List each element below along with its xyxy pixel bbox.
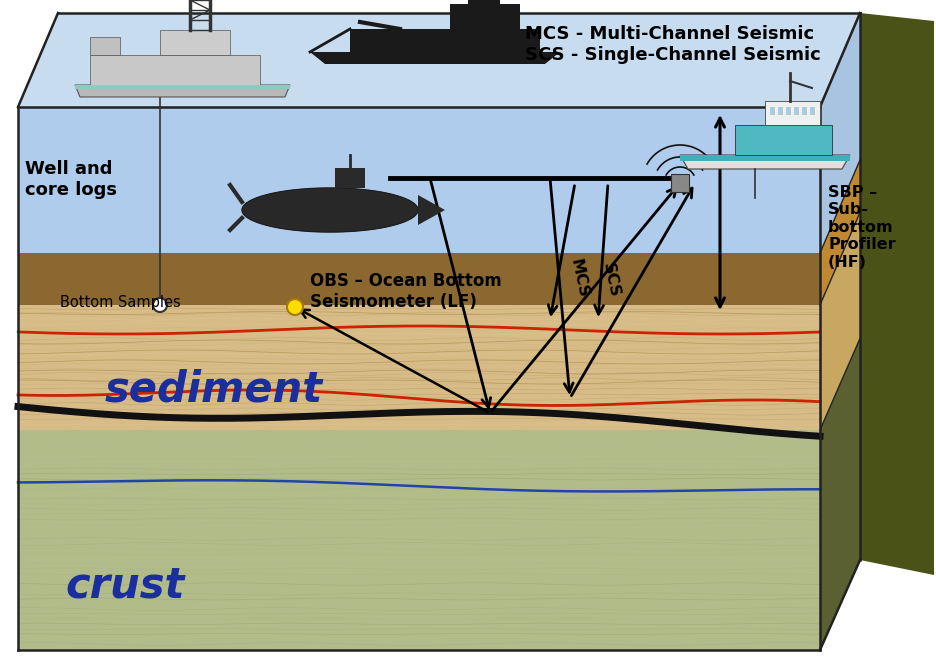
Polygon shape [802, 107, 807, 115]
Polygon shape [468, 0, 500, 4]
Text: crust: crust [65, 565, 184, 607]
Polygon shape [765, 101, 820, 125]
Polygon shape [310, 52, 560, 64]
Polygon shape [820, 13, 860, 253]
Polygon shape [860, 13, 934, 575]
Polygon shape [418, 195, 445, 225]
Polygon shape [350, 29, 540, 52]
Polygon shape [75, 85, 290, 97]
Polygon shape [18, 430, 820, 650]
Polygon shape [820, 338, 860, 650]
Polygon shape [671, 174, 689, 192]
Polygon shape [18, 107, 820, 253]
Polygon shape [450, 4, 520, 29]
Polygon shape [820, 160, 860, 305]
Polygon shape [75, 85, 290, 89]
Polygon shape [18, 253, 820, 305]
Circle shape [287, 299, 303, 315]
Text: Well and
core logs: Well and core logs [25, 160, 117, 199]
Text: OBS – Ocean Bottom
Seismometer (LF): OBS – Ocean Bottom Seismometer (LF) [310, 272, 502, 311]
Polygon shape [90, 55, 260, 85]
Polygon shape [820, 212, 860, 430]
Text: SBP –
Sub-
bottom
Profiler
(HF): SBP – Sub- bottom Profiler (HF) [828, 185, 896, 269]
Text: MCS: MCS [568, 258, 591, 299]
Polygon shape [18, 13, 860, 107]
Text: SCS: SCS [600, 262, 622, 299]
Polygon shape [160, 30, 230, 55]
Circle shape [153, 298, 167, 312]
Polygon shape [810, 107, 815, 115]
Polygon shape [680, 155, 850, 161]
Polygon shape [242, 188, 418, 232]
Text: MCS - Multi-Channel Seismic
SCS - Single-Channel Seismic: MCS - Multi-Channel Seismic SCS - Single… [525, 25, 821, 64]
Text: Bottom Samples: Bottom Samples [60, 295, 181, 310]
Polygon shape [680, 155, 850, 169]
Polygon shape [90, 37, 120, 55]
Polygon shape [786, 107, 791, 115]
Polygon shape [18, 305, 820, 430]
Polygon shape [770, 107, 775, 115]
Polygon shape [735, 125, 832, 155]
Text: sediment: sediment [105, 368, 323, 410]
Polygon shape [794, 107, 799, 115]
Polygon shape [778, 107, 783, 115]
Polygon shape [335, 168, 365, 188]
